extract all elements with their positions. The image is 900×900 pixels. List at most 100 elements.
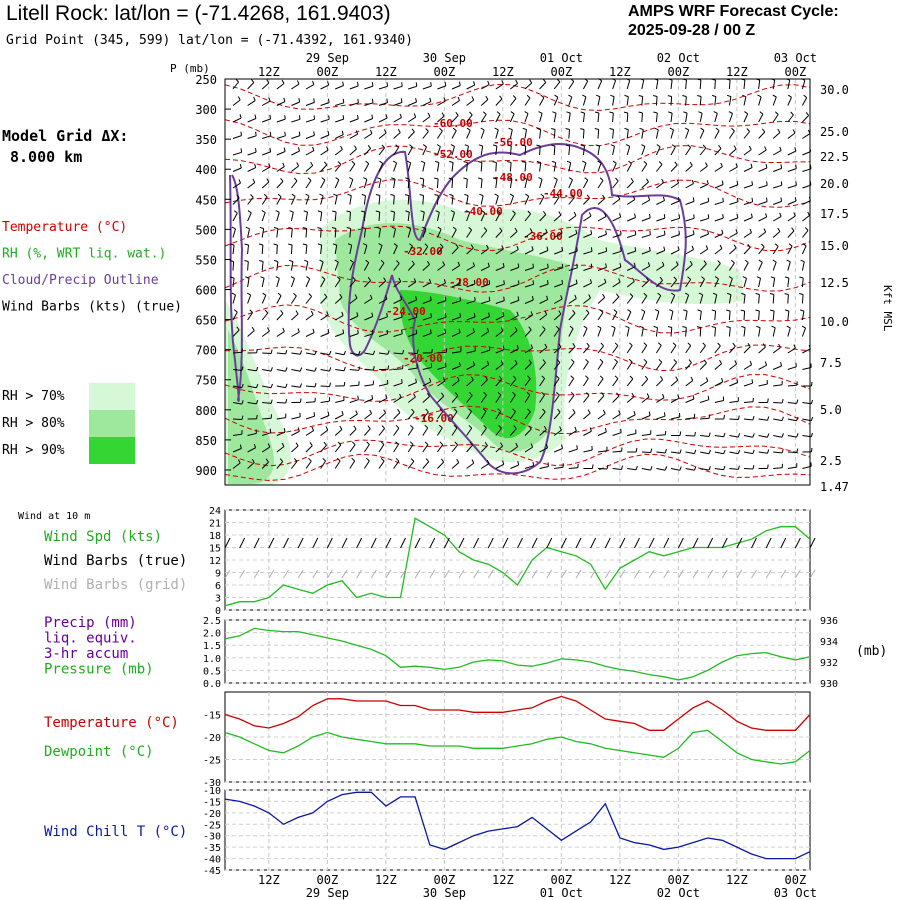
wind-barb: [335, 399, 345, 403]
wind-barb-flag: [386, 98, 388, 103]
wind-barb: [437, 85, 446, 90]
wind-barb-flag: [561, 263, 564, 268]
wind-barb-flag: [393, 243, 398, 247]
wind-barb-flag: [632, 195, 636, 200]
wind-barb: [349, 428, 357, 436]
wind-barb-flag: [501, 80, 504, 85]
wind-barb: [510, 315, 519, 321]
wind-barb: [451, 462, 460, 469]
wind-barb: [393, 101, 403, 106]
wind-barb-flag: [441, 112, 445, 117]
wind-barb: [305, 401, 316, 403]
wind-barb-flag: [512, 210, 516, 214]
wind-barb: [480, 178, 483, 189]
wind-barb: [554, 267, 563, 271]
wind-barb: [451, 212, 455, 222]
wind-barb-flag: [323, 293, 328, 298]
wind-barb-flag: [558, 211, 562, 216]
wind-barb-flag: [628, 358, 633, 363]
wind-barb: [597, 468, 608, 470]
wind-barb-flag: [329, 367, 332, 372]
wind-barb-flag: [771, 325, 776, 329]
wind-barb-flag: [618, 278, 621, 283]
wind-barb: [626, 163, 632, 172]
wind-barb-flag: [604, 278, 607, 283]
wind-barb-flag: [457, 96, 460, 101]
wind-barb-flag: [251, 326, 255, 331]
wind-barb: [553, 129, 556, 139]
wind-barb-flag: [231, 226, 236, 230]
wind-barb-flag: [589, 427, 592, 432]
wind-barb-flag: [702, 144, 707, 149]
wind-barb-flag: [590, 263, 593, 268]
wind-legend-item: Wind Barbs (grid): [44, 577, 187, 593]
wind-barb-flag: [416, 349, 419, 354]
wind-barb: [349, 195, 352, 205]
height-axis-label: Kft MSL: [881, 285, 894, 332]
wind-barb-flag: [472, 328, 475, 333]
wind-barb: [291, 369, 301, 372]
wind-legend-item: Wind Spd (kts): [44, 529, 162, 545]
wind-barb-grid: [692, 569, 699, 579]
wind-barb-10m: [429, 537, 436, 549]
wind-barb-flag: [297, 328, 300, 333]
wind-barb: [349, 245, 353, 255]
wind-barb-grid: [736, 569, 743, 579]
wind-barb-flag: [302, 243, 308, 246]
wind-barb-flag: [633, 262, 636, 267]
wind-barb-flag: [328, 98, 330, 103]
wind-barb: [334, 179, 340, 189]
wind-barb: [568, 361, 575, 370]
wind-barb-flag: [513, 425, 517, 430]
wind-barb-grid: [458, 569, 465, 579]
wind-barb-flag: [439, 408, 444, 413]
wind-barb: [261, 82, 270, 90]
wind-barb-flag: [634, 230, 637, 235]
wind-barb-flag: [342, 81, 344, 86]
wind-barb: [568, 162, 572, 172]
wind-barb: [539, 113, 543, 123]
wind-barb-flag: [767, 464, 769, 469]
wind-barb: [553, 179, 558, 189]
chill-panel-ytick: -45: [203, 866, 221, 877]
wind-barb-flag: [342, 98, 345, 103]
wind-barb: [466, 331, 475, 337]
wind-barb-flag: [662, 393, 665, 398]
wind-barb: [349, 279, 356, 288]
wind-barb: [437, 332, 446, 337]
pressure-tick: 500: [195, 223, 217, 237]
isotherm-label: -48.00: [493, 171, 533, 184]
wind-barb-flag: [385, 114, 388, 119]
wind-barb-flag: [463, 161, 468, 163]
wind-barb: [743, 451, 753, 455]
wind-barb: [582, 129, 585, 139]
wind-barb-flag: [750, 163, 753, 168]
wind-barb: [729, 451, 739, 455]
wind-barb: [597, 297, 606, 304]
wind-barb: [436, 195, 439, 205]
wind-barb-flag: [444, 81, 447, 86]
wind-barb-flag: [483, 424, 487, 429]
wind-barb: [232, 418, 243, 420]
wind-barb: [670, 146, 676, 156]
wind-barb-flag: [430, 82, 432, 87]
wind-barb: [714, 233, 724, 238]
wind-barb: [510, 348, 519, 354]
wind-barb: [597, 266, 607, 271]
height-tick: 5.0: [820, 403, 842, 417]
wind-barb-flag: [298, 115, 301, 120]
wind-barb-flag: [488, 280, 491, 285]
wind-barb-flag: [770, 276, 775, 279]
wind-barb: [539, 179, 543, 189]
wind-barb-flag: [650, 448, 653, 453]
wind-barb: [758, 346, 766, 354]
wind-barb-flag: [543, 78, 547, 83]
wind-barb: [276, 417, 286, 420]
wind-barb: [276, 118, 286, 123]
wind-barb-flag: [650, 466, 653, 471]
wind-barb-flag: [623, 111, 628, 114]
wind-barb: [364, 384, 374, 387]
wind-barb-flag: [254, 114, 257, 119]
wind-barb: [232, 182, 241, 189]
wind-barb-flag: [241, 415, 244, 420]
